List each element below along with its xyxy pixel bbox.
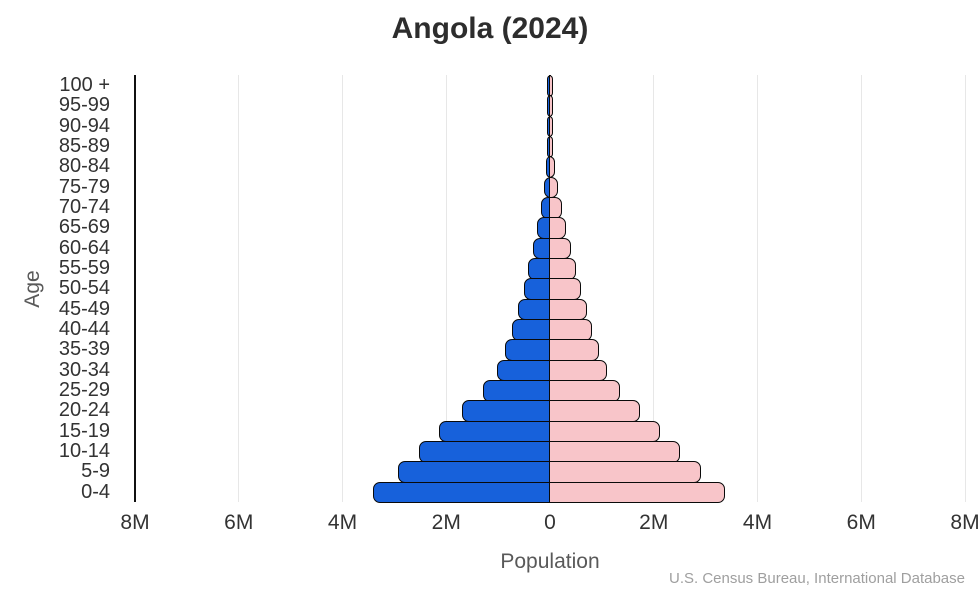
- y-tick-label: 85-89: [58, 135, 110, 157]
- male-bar[interactable]: [419, 441, 551, 463]
- gridline: [445, 75, 447, 502]
- gridline: [860, 75, 862, 502]
- female-bar[interactable]: [549, 95, 553, 118]
- y-tick-label: 80-84: [58, 155, 110, 178]
- x-tick-label: 2M: [639, 511, 669, 534]
- female-bar[interactable]: [549, 75, 553, 97]
- female-bar[interactable]: [549, 380, 620, 402]
- y-tick-label: 65-69: [58, 216, 110, 239]
- gridline: [653, 75, 655, 502]
- y-tick-label: 10-14: [58, 440, 110, 462]
- x-tick-label: 8M: [120, 511, 150, 534]
- male-bar[interactable]: [461, 400, 551, 423]
- x-axis-label: Population: [500, 550, 600, 573]
- male-bar[interactable]: [497, 359, 551, 382]
- female-bar[interactable]: [549, 136, 554, 158]
- y-tick-label: 95-99: [58, 94, 110, 117]
- male-bar[interactable]: [528, 258, 551, 280]
- x-tick-label: 6M: [846, 511, 876, 534]
- male-bar[interactable]: [523, 278, 551, 301]
- male-bar[interactable]: [483, 380, 551, 402]
- female-bar[interactable]: [549, 298, 587, 321]
- male-bar[interactable]: [439, 420, 551, 443]
- y-tick-label: 25-29: [58, 379, 110, 401]
- female-bar[interactable]: [549, 481, 725, 504]
- chart-title: Angola (2024): [391, 12, 589, 45]
- female-bar[interactable]: [549, 420, 661, 443]
- female-bar[interactable]: [549, 461, 701, 484]
- female-bar[interactable]: [549, 217, 566, 240]
- x-tick-label: 8M: [950, 511, 980, 534]
- gridline: [757, 75, 758, 502]
- female-bar[interactable]: [549, 197, 562, 219]
- male-bar[interactable]: [505, 339, 551, 362]
- y-tick-label: 70-74: [58, 196, 110, 218]
- female-bar[interactable]: [549, 237, 571, 260]
- y-tick-label: 75-79: [58, 175, 110, 198]
- female-bar[interactable]: [549, 156, 556, 179]
- female-bar[interactable]: [549, 359, 607, 382]
- gridline: [342, 75, 343, 502]
- y-tick-label: 50-54: [58, 277, 110, 300]
- x-tick-label: 4M: [742, 511, 773, 534]
- source-credit: U.S. Census Bureau, International Databa…: [668, 570, 965, 587]
- gridline: [964, 75, 966, 502]
- male-bar[interactable]: [397, 461, 551, 484]
- female-bar[interactable]: [549, 319, 593, 341]
- female-bar[interactable]: [549, 278, 582, 301]
- y-tick-label: 55-59: [58, 257, 110, 279]
- male-bar[interactable]: [517, 298, 551, 321]
- female-bar[interactable]: [549, 339, 600, 362]
- female-bar[interactable]: [549, 258, 576, 280]
- female-bar[interactable]: [549, 115, 553, 138]
- y-tick-label: 5-9: [81, 460, 110, 483]
- female-bar[interactable]: [549, 441, 680, 463]
- y-tick-label: 40-44: [58, 318, 110, 340]
- y-tick-label: 35-39: [58, 338, 110, 361]
- x-tick-label: 6M: [224, 511, 254, 534]
- y-tick-label: 15-19: [58, 419, 110, 442]
- y-tick-label: 30-34: [58, 358, 110, 381]
- male-bar[interactable]: [512, 319, 551, 341]
- x-tick-label: 0: [544, 511, 556, 534]
- y-axis-line: [134, 75, 136, 502]
- x-tick-label: 4M: [327, 511, 358, 534]
- gridline: [238, 75, 240, 502]
- y-tick-label: 20-24: [58, 399, 110, 422]
- y-tick-label: 100 +: [59, 74, 110, 96]
- y-tick-label: 60-64: [58, 236, 110, 259]
- x-tick-label: 2M: [431, 511, 461, 534]
- y-tick-label: 0-4: [81, 480, 110, 503]
- female-bar[interactable]: [549, 176, 559, 199]
- male-bar[interactable]: [372, 481, 551, 504]
- y-tick-label: 45-49: [58, 297, 110, 320]
- female-bar[interactable]: [549, 400, 641, 423]
- y-tick-label: 90-94: [58, 114, 110, 137]
